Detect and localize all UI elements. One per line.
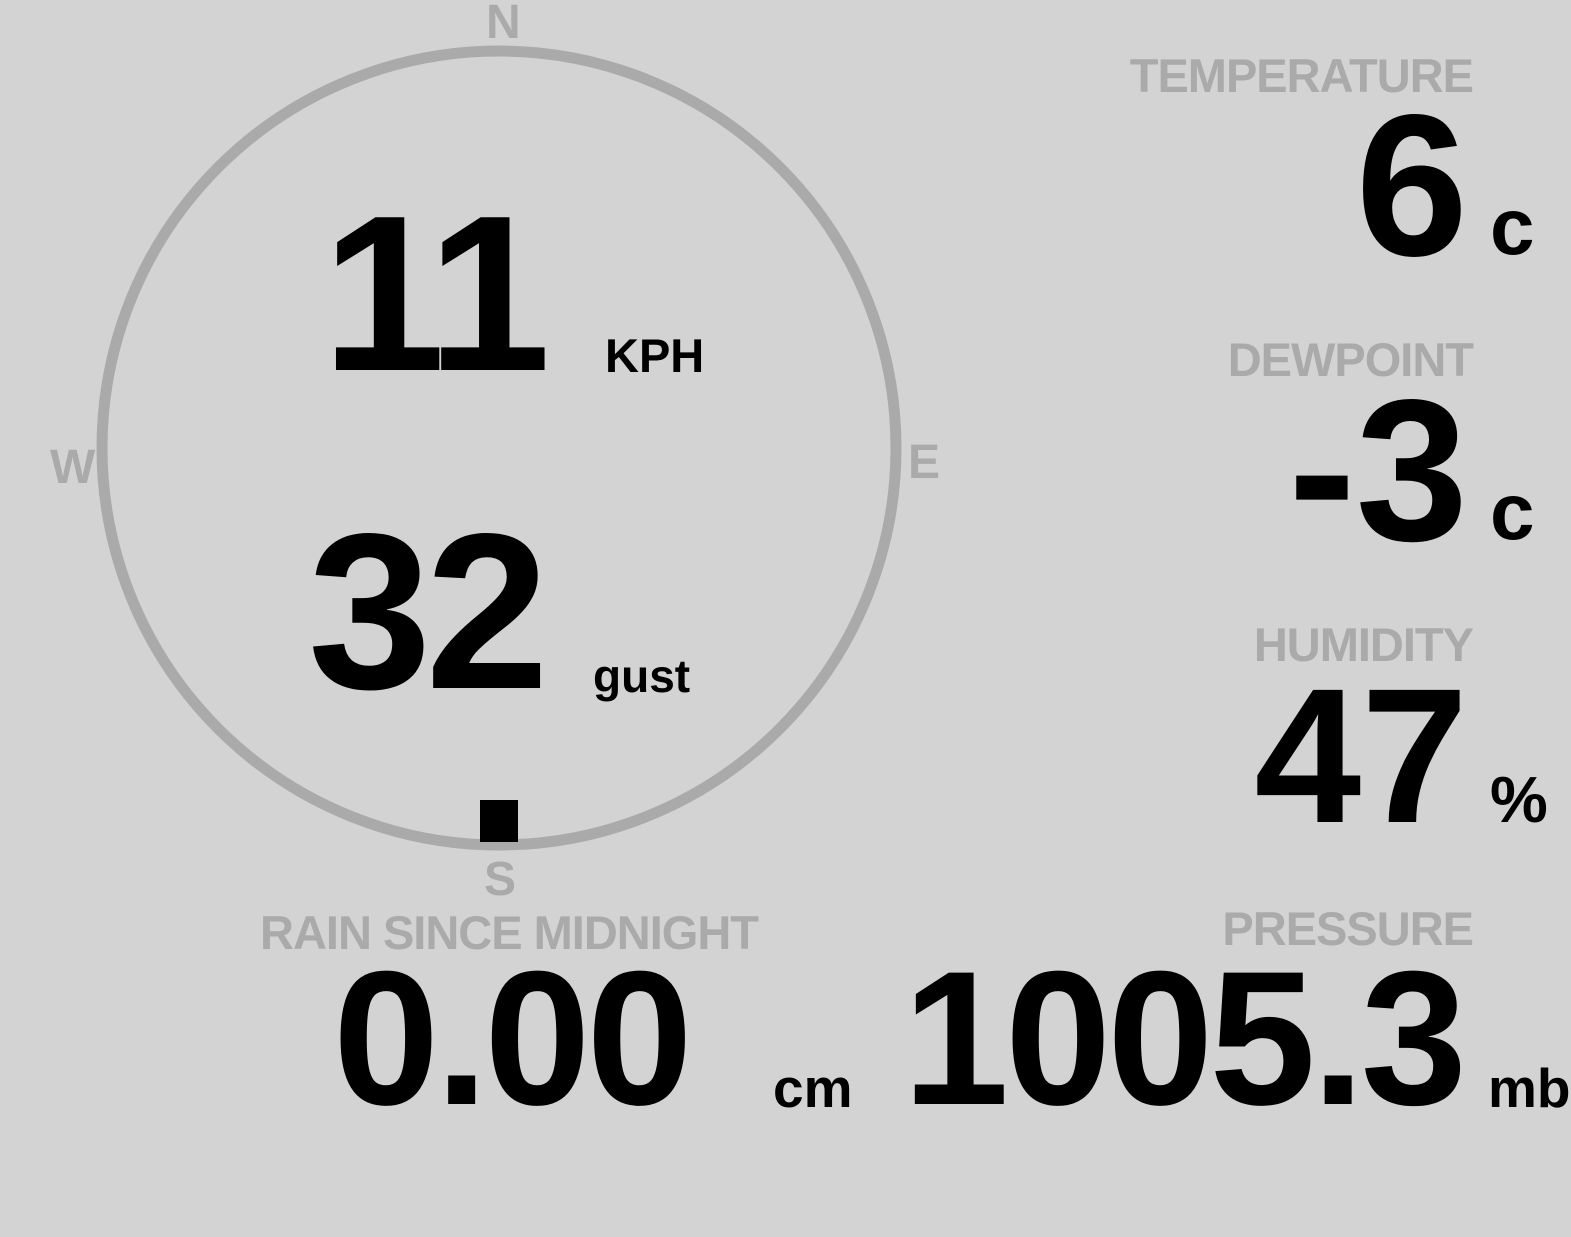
dewpoint-unit: c — [1490, 467, 1535, 556]
wind-speed-value: 11 — [322, 170, 551, 418]
compass-west: W — [50, 441, 96, 494]
dewpoint-value: -3 — [1288, 357, 1468, 583]
pressure-label: PRESSURE — [1222, 902, 1474, 955]
humidity-unit: % — [1490, 763, 1548, 836]
rain-value: 0.00 — [333, 932, 693, 1145]
temperature-unit: c — [1490, 182, 1535, 271]
humidity-label: HUMIDITY — [1253, 618, 1474, 671]
wind-gust-unit: gust — [593, 650, 691, 702]
pressure-unit: mb — [1488, 1057, 1571, 1119]
compass-north: N — [486, 0, 521, 49]
wind-direction-marker — [480, 800, 518, 842]
wind-gust-value: 32 — [308, 488, 549, 736]
compass-east: E — [908, 436, 941, 489]
wind-speed-unit: KPH — [605, 329, 705, 382]
rain-label: RAIN SINCE MIDNIGHT — [260, 906, 759, 959]
pressure-value: 1005.3 — [902, 932, 1467, 1145]
rain-unit: cm — [773, 1057, 853, 1119]
humidity-value: 47 — [1254, 648, 1468, 863]
temperature-value: 6 — [1355, 72, 1468, 298]
compass-south: S — [484, 853, 517, 906]
wind-compass-ring — [96, 45, 902, 851]
dewpoint-label: DEWPOINT — [1227, 333, 1474, 386]
temperature-label: TEMPERATURE — [1129, 49, 1474, 102]
